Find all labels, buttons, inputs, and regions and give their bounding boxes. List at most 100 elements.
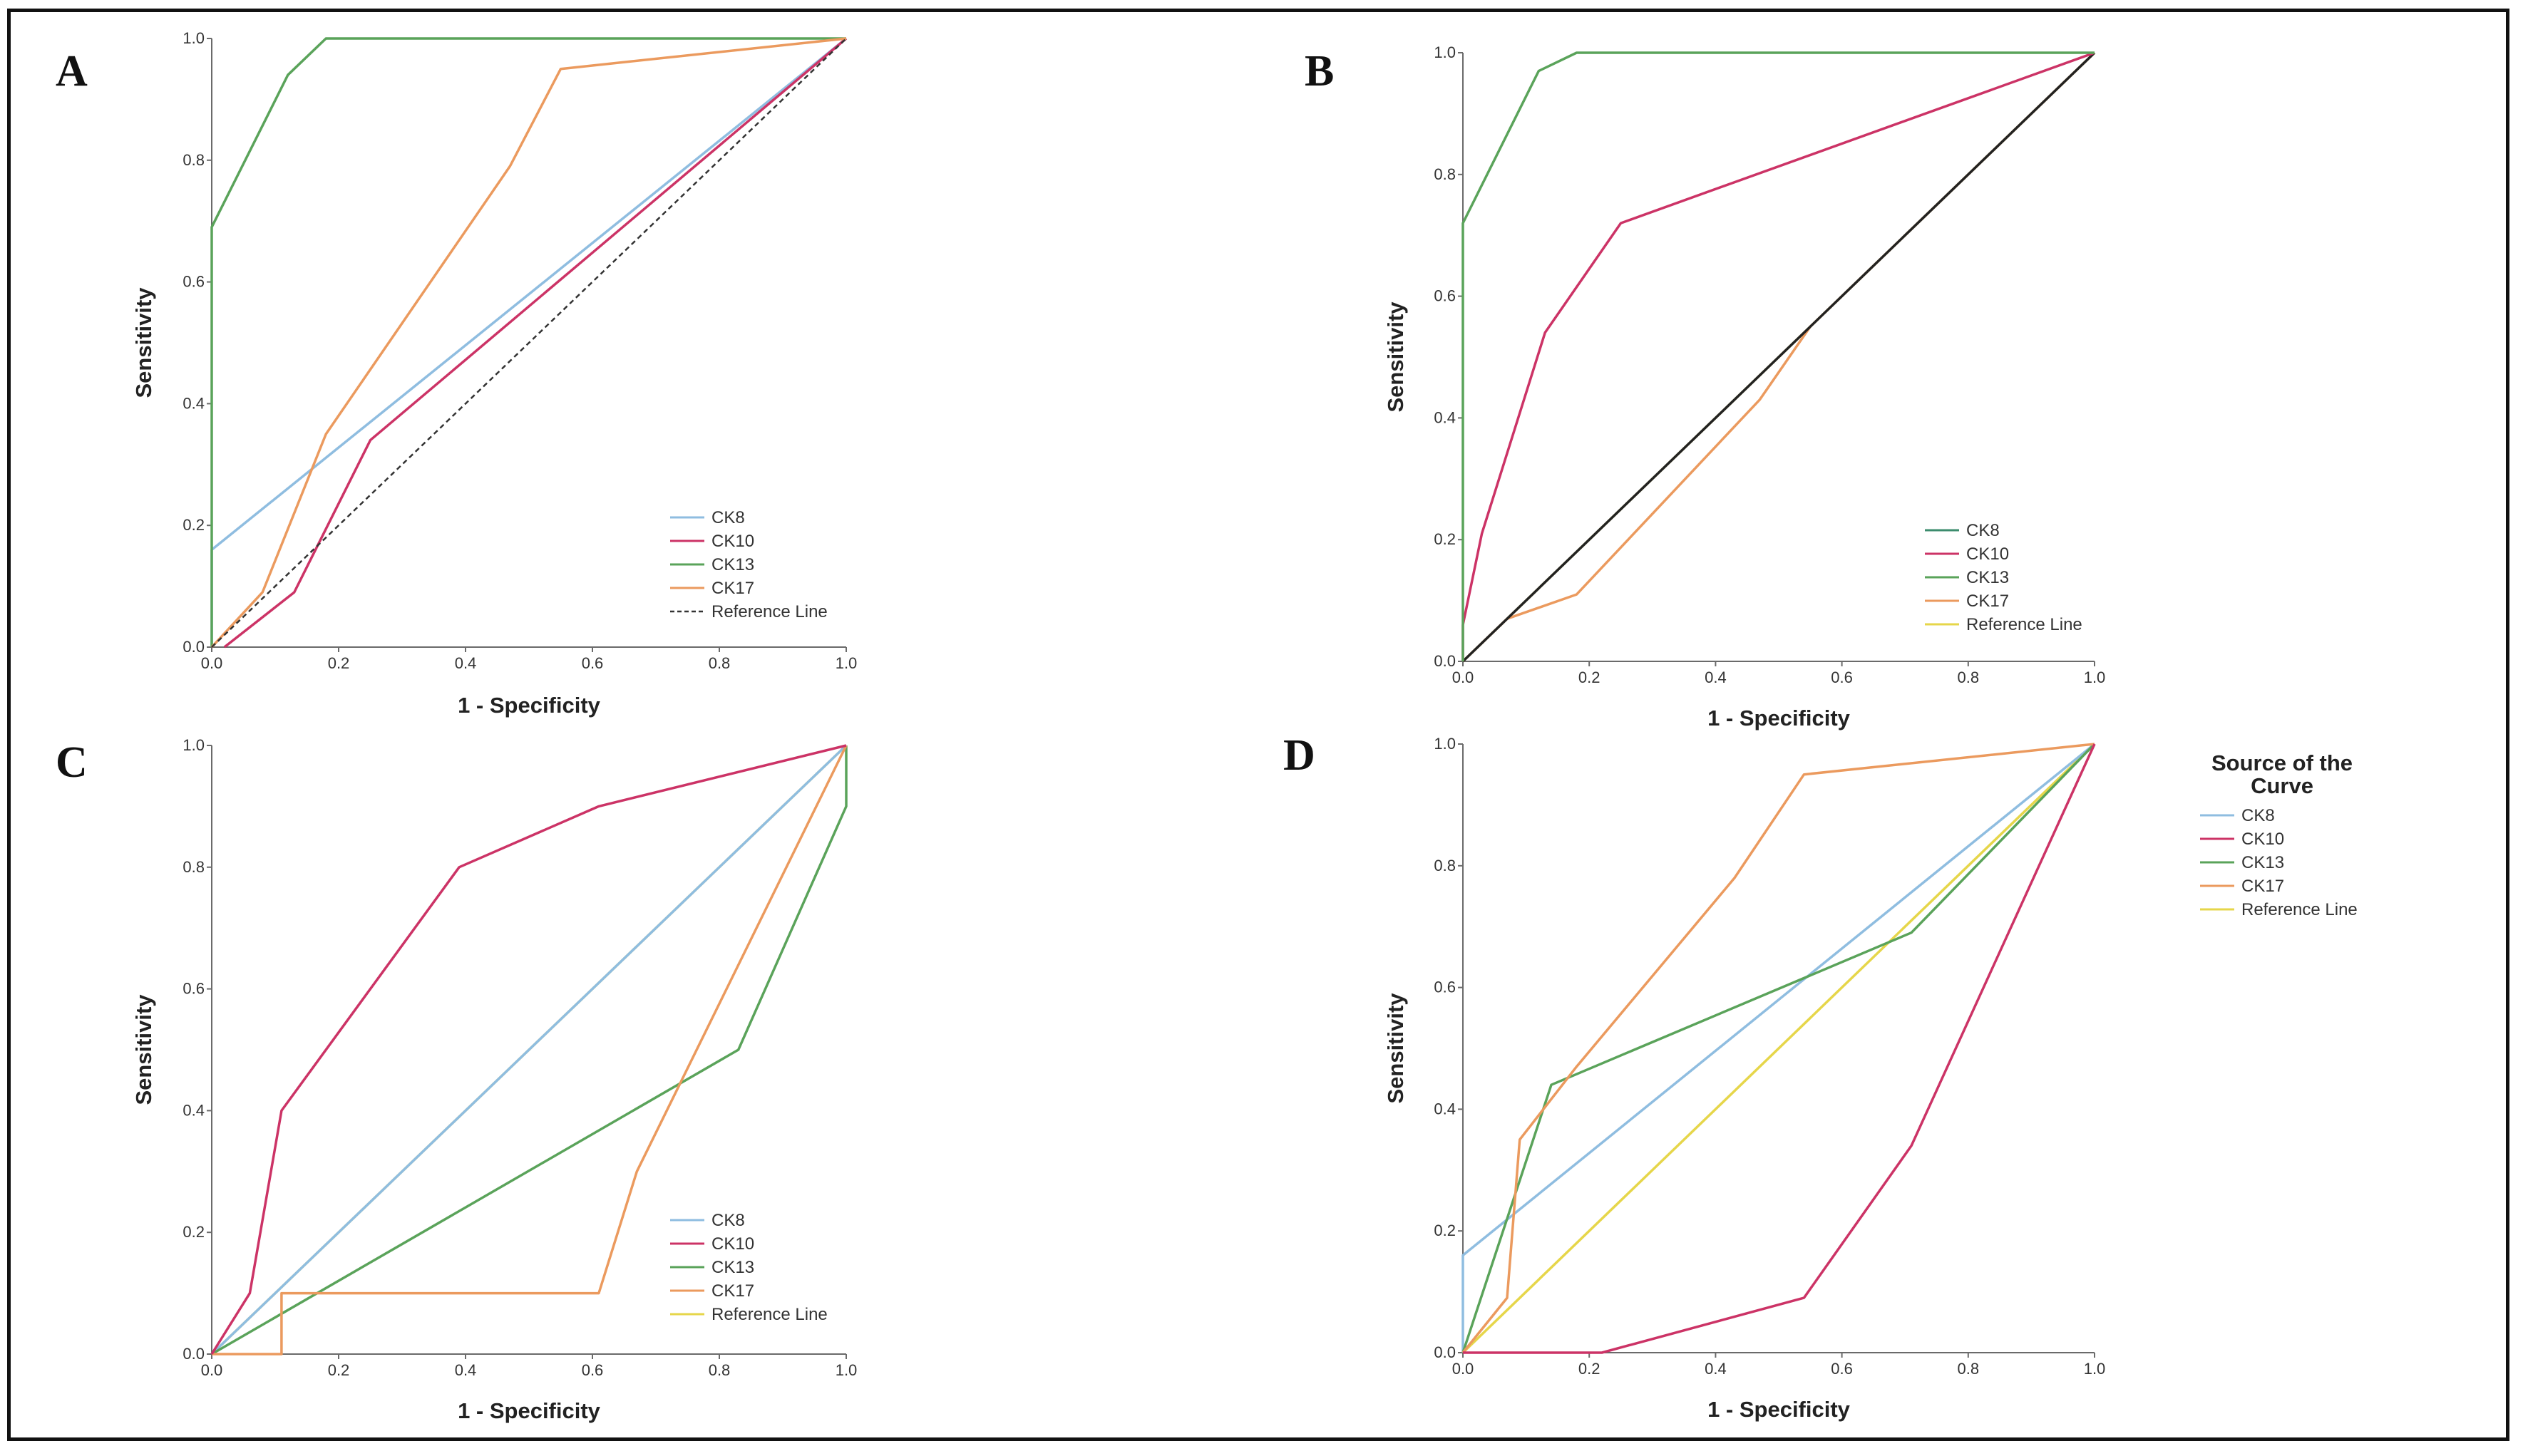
legend: CK8 CK10 CK13 CK17 Reference Line bbox=[670, 1211, 828, 1324]
series-line-ck10 bbox=[210, 744, 847, 1355]
legend: CK8 CK10 CK13 CK17 Reference Line bbox=[1925, 521, 2082, 634]
legend-label: CK17 bbox=[1966, 592, 2009, 611]
series-line-ck17 bbox=[210, 37, 847, 649]
y-axis-title: Sensitivity bbox=[1383, 993, 1408, 1104]
series-line-ck10 bbox=[223, 37, 848, 649]
legend-title: Curve bbox=[2251, 773, 2313, 798]
y-tick-label: 0.0 bbox=[183, 1345, 205, 1363]
x-tick-label: 0.6 bbox=[582, 654, 604, 672]
y-tick-label: 0.2 bbox=[183, 516, 205, 534]
x-tick-label: 0.0 bbox=[201, 1361, 223, 1379]
panel-letter: D bbox=[1283, 731, 1315, 780]
series-line-ck10 bbox=[1463, 743, 2096, 1354]
x-tick-label: 1.0 bbox=[836, 654, 858, 672]
x-tick-label: 0.2 bbox=[1578, 668, 1600, 686]
y-tick-label: 0.8 bbox=[1434, 165, 1456, 183]
x-tick-label: 1.0 bbox=[2084, 668, 2106, 686]
legend-label: CK8 bbox=[711, 1211, 745, 1230]
panel-letter: C bbox=[56, 738, 88, 787]
x-tick-label: 0.8 bbox=[1958, 668, 1980, 686]
x-axis-title: 1 - Specificity bbox=[458, 693, 601, 718]
legend-label: Reference Line bbox=[711, 602, 828, 621]
series-line-ck17 bbox=[1461, 743, 2095, 1354]
x-tick-label: 1.0 bbox=[836, 1361, 858, 1379]
y-tick-label: 0.4 bbox=[1434, 1100, 1456, 1117]
y-tick-label: 0.6 bbox=[183, 273, 205, 291]
legend-label: Reference Line bbox=[711, 1305, 828, 1324]
series-line-ck17 bbox=[212, 745, 848, 1356]
legend: CK8 CK10 CK13 CK17 Reference Line bbox=[670, 508, 828, 621]
y-tick-label: 0.6 bbox=[183, 980, 205, 998]
y-tick-label: 1.0 bbox=[1434, 43, 1456, 61]
figure-frame bbox=[7, 9, 2509, 1441]
y-axis-title: Sensitivity bbox=[131, 994, 156, 1105]
panel-letter: B bbox=[1305, 47, 1334, 95]
y-tick-label: 0.2 bbox=[1434, 1222, 1456, 1239]
x-tick-label: 0.4 bbox=[455, 654, 477, 672]
legend-label: CK17 bbox=[2241, 877, 2284, 896]
y-tick-label: 0.4 bbox=[183, 1101, 205, 1119]
series-line-reference-line bbox=[211, 38, 847, 648]
series-line-ck8 bbox=[1461, 51, 2096, 663]
panel-letter: A bbox=[56, 47, 88, 95]
series-line-ck13 bbox=[1461, 51, 2095, 661]
legend-label: CK8 bbox=[711, 508, 745, 527]
y-tick-label: 0.6 bbox=[1434, 979, 1456, 996]
series-line-ck13 bbox=[1461, 743, 2096, 1353]
x-tick-label: 0.4 bbox=[1705, 1360, 1727, 1378]
x-tick-label: 0.6 bbox=[1831, 1360, 1853, 1378]
series-line-reference-line bbox=[1461, 743, 2096, 1354]
x-tick-label: 0.4 bbox=[1705, 668, 1727, 686]
legend-label: CK10 bbox=[1966, 544, 2009, 564]
legend-title: Source of the bbox=[2211, 750, 2353, 775]
x-tick-label: 0.6 bbox=[1831, 668, 1853, 686]
legend-label: Reference Line bbox=[2241, 900, 2358, 919]
x-tick-label: 0.0 bbox=[201, 654, 223, 672]
series-line-ck8 bbox=[1461, 743, 2096, 1353]
y-tick-label: 0.0 bbox=[1434, 652, 1456, 670]
legend-label: CK10 bbox=[2241, 830, 2284, 849]
y-tick-label: 0.8 bbox=[1434, 857, 1456, 874]
legend-label: CK13 bbox=[1966, 568, 2009, 587]
y-axis-title: Sensitivity bbox=[131, 287, 156, 398]
x-axis-title: 1 - Specificity bbox=[1707, 1397, 1851, 1422]
x-tick-label: 0.0 bbox=[1452, 1360, 1474, 1378]
x-tick-label: 0.8 bbox=[1958, 1360, 1980, 1378]
series-line-ck8 bbox=[210, 744, 848, 1356]
legend-label: CK13 bbox=[711, 1258, 754, 1277]
y-tick-label: 0.0 bbox=[1434, 1343, 1456, 1361]
legend-label: CK13 bbox=[2241, 853, 2284, 872]
y-tick-label: 0.8 bbox=[183, 858, 205, 876]
x-tick-label: 0.6 bbox=[582, 1361, 604, 1379]
x-tick-label: 0.2 bbox=[328, 654, 350, 672]
legend-label: CK10 bbox=[711, 1234, 754, 1254]
y-tick-label: 0.8 bbox=[183, 151, 205, 169]
roc-panel-c: C 0.0 0.2 0.4 0.6 0.8 1.0 0.0 0.2 0.4 0.6 0.8 1.0 1 -… bbox=[56, 736, 857, 1423]
roc-panel-b: B 0.0 0.2 0.4 0.6 0.8 1.0 0.0 0.2 0.4 0.6 0.8 1.0 1 -… bbox=[1305, 43, 2105, 730]
legend-label: CK10 bbox=[711, 532, 754, 551]
y-tick-label: 0.2 bbox=[183, 1223, 205, 1241]
x-tick-label: 0.4 bbox=[455, 1361, 477, 1379]
x-tick-label: 0.0 bbox=[1452, 668, 1474, 686]
legend-label: CK8 bbox=[2241, 806, 2275, 825]
legend-label: CK8 bbox=[1966, 521, 2000, 540]
x-tick-label: 0.2 bbox=[328, 1361, 350, 1379]
legend-label: CK13 bbox=[711, 555, 754, 574]
x-axis-title: 1 - Specificity bbox=[458, 1398, 601, 1423]
series-line-ck13 bbox=[210, 37, 846, 647]
x-tick-label: 0.2 bbox=[1578, 1360, 1600, 1378]
y-tick-label: 0.6 bbox=[1434, 287, 1456, 305]
x-axis-title: 1 - Specificity bbox=[1707, 706, 1851, 730]
x-tick-label: 1.0 bbox=[2084, 1360, 2106, 1378]
legend-label: CK17 bbox=[711, 1281, 754, 1301]
roc-panel-d: D 0.0 0.2 0.4 0.6 0.8 1.0 0.0 0.2 0.4 0.6 0.8 1.0 1 -… bbox=[1283, 731, 2358, 1422]
y-axis-title: Sensitivity bbox=[1383, 301, 1408, 413]
y-tick-label: 0.4 bbox=[183, 394, 205, 412]
roc-panel-a: A 0.0 0.2 0.4 0.6 0.8 1.0 0.0 0.2 0.4 0.6 0.8 1.0 1 -… bbox=[56, 29, 857, 718]
series-line-ck13 bbox=[211, 745, 848, 1356]
y-tick-label: 1.0 bbox=[1434, 735, 1456, 753]
y-tick-label: 0.0 bbox=[183, 638, 205, 656]
y-tick-label: 1.0 bbox=[183, 736, 205, 754]
